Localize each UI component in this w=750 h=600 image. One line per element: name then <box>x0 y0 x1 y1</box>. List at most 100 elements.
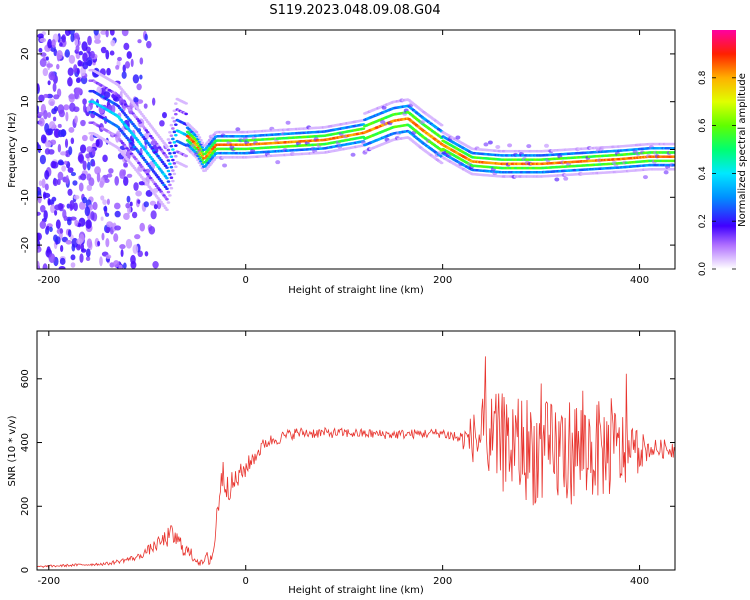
heatmap-cell <box>62 209 67 219</box>
heatmap-cell <box>93 30 99 36</box>
heatmap-cell <box>544 143 550 148</box>
heatmap-cell <box>37 112 44 117</box>
heatmap-cell <box>137 109 141 112</box>
heatmap-cell <box>139 57 144 65</box>
heatmap-cell <box>171 116 175 120</box>
heatmap-cell <box>48 253 56 264</box>
heatmap-cell <box>39 37 47 43</box>
heatmap-cell <box>44 183 49 191</box>
heatmap-cell <box>169 176 174 180</box>
heatmap-cell <box>48 98 56 106</box>
heatmap-cell <box>360 140 366 145</box>
heatmap-cell <box>140 112 144 116</box>
snr-series-line <box>37 356 675 568</box>
heatmap-cell <box>168 194 172 197</box>
heatmap-cell <box>52 82 57 93</box>
heatmap-cell <box>143 179 147 183</box>
heatmap-cell <box>151 159 156 163</box>
heatmap-cell <box>157 177 162 181</box>
heatmap-cell <box>136 83 142 91</box>
heatmap-cell <box>47 112 52 118</box>
heatmap-cell <box>78 182 84 192</box>
heatmap-cell <box>60 244 64 252</box>
heatmap-cell <box>53 234 58 242</box>
heatmap-cell <box>61 165 66 172</box>
heatmap-cell <box>53 94 60 100</box>
heatmap-cell <box>50 204 56 214</box>
heatmap-cell <box>113 233 119 243</box>
heatmap-cell <box>135 159 140 163</box>
heatmap-cell <box>143 201 149 208</box>
heatmap-cell <box>86 238 93 249</box>
heatmap-cell <box>174 154 178 158</box>
heatmap-cell <box>51 38 56 49</box>
heatmap-cell <box>151 180 156 184</box>
heatmap-cell <box>145 189 153 197</box>
heatmap-cell <box>137 151 141 154</box>
heatmap-cell <box>87 35 92 46</box>
heatmap-cell <box>563 176 569 181</box>
heatmap-cell <box>150 189 154 192</box>
heatmap-cell <box>114 175 120 186</box>
heatmap-cell <box>141 125 146 128</box>
heatmap-cell <box>160 139 165 143</box>
colorbar-tick-label: 0.4 <box>698 166 708 181</box>
heatmap-cell <box>82 61 89 70</box>
heatmap-cell <box>165 166 169 169</box>
heatmap-cell <box>86 105 91 113</box>
heatmap-cell <box>144 181 149 185</box>
heatmap-cell <box>184 165 188 168</box>
heatmap-cell <box>37 245 42 253</box>
heatmap-cell <box>439 123 444 127</box>
colorbar-tick-label: 0.6 <box>698 118 708 133</box>
heatmap-cell <box>154 142 159 146</box>
heatmap-cell <box>54 204 61 211</box>
y-tick-label: -10 <box>20 189 31 205</box>
heatmap-cell <box>172 141 177 144</box>
heatmap-cell <box>169 134 174 137</box>
heatmap-cell <box>151 191 156 194</box>
heatmap-cell <box>151 138 156 142</box>
heatmap-cell <box>159 158 163 162</box>
heatmap-cell <box>70 254 76 261</box>
heatmap-cell <box>144 118 149 122</box>
heatmap-cell <box>49 226 53 232</box>
spectrogram-heatmap <box>37 30 675 269</box>
heatmap-cell <box>55 128 59 138</box>
heatmap-cell <box>157 146 162 149</box>
heatmap-cell <box>163 185 168 189</box>
heatmap-cell <box>554 177 560 182</box>
heatmap-cell <box>154 195 159 198</box>
heatmap-cell <box>160 171 165 174</box>
heatmap-cell <box>154 174 159 177</box>
heatmap-cell <box>148 155 153 159</box>
heatmap-cell <box>130 58 134 68</box>
colorbar-label: Normalized spectral amplitude <box>737 73 748 227</box>
heatmap-cell <box>150 210 157 220</box>
heatmap-cell <box>163 153 168 157</box>
heatmap-cell <box>99 256 103 267</box>
heatmap-cell <box>52 178 59 187</box>
heatmap-cell <box>141 135 146 139</box>
heatmap-cell <box>121 30 129 37</box>
heatmap-cell <box>37 105 40 112</box>
heatmap-cell <box>642 175 648 180</box>
y-tick-label: 200 <box>20 497 31 516</box>
heatmap-cell <box>58 109 65 118</box>
heatmap-cell <box>91 148 96 156</box>
heatmap-cell <box>163 174 168 178</box>
heatmap-cell <box>159 200 163 204</box>
heatmap-cell <box>147 164 152 168</box>
heatmap-cell <box>166 169 171 173</box>
heatmap-cell <box>145 152 150 155</box>
heatmap-cell <box>200 141 205 145</box>
heatmap-cell <box>39 220 47 229</box>
snr-xlabel: Height of straight line (km) <box>288 585 424 596</box>
heatmap-cell <box>81 41 88 52</box>
heatmap-cell <box>74 38 79 46</box>
heatmap-cell <box>126 51 132 59</box>
heatmap-cell <box>156 154 160 158</box>
heatmap-cell <box>159 179 163 183</box>
colorbar-tick-label: 0.2 <box>698 214 708 228</box>
heatmap-cell <box>154 163 159 167</box>
